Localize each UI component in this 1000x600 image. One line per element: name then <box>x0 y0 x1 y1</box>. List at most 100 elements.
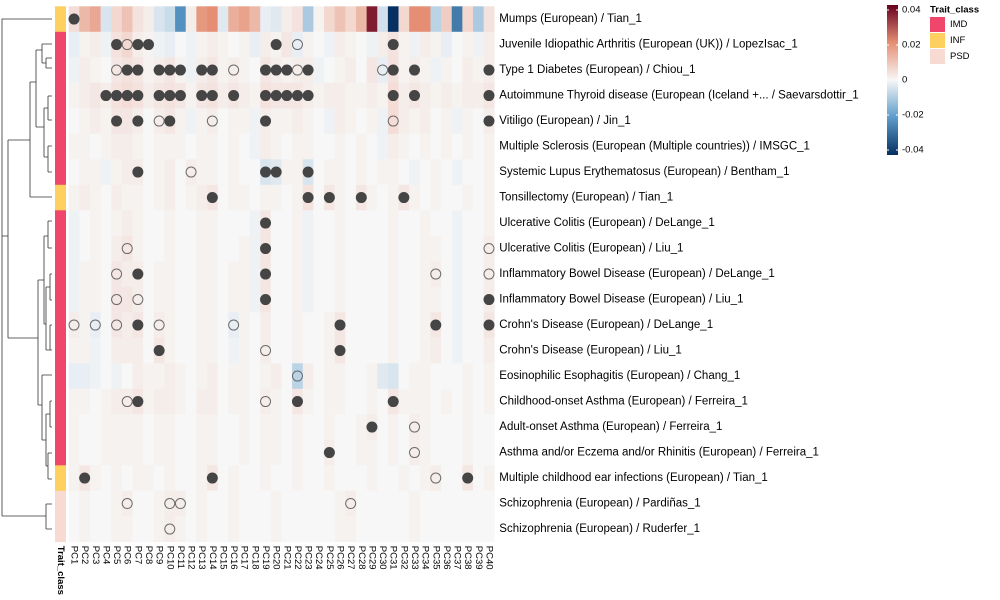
heatmap-cell <box>79 57 91 84</box>
heatmap-cell <box>175 261 187 288</box>
row-label: Asthma and/or Eczema and/or Rhinitis (Eu… <box>499 447 819 459</box>
heatmap-cell <box>462 312 474 339</box>
heatmap-cell <box>121 312 133 339</box>
open-marker <box>121 39 133 51</box>
heatmap-cell <box>143 516 155 543</box>
heatmap-cell <box>398 57 410 84</box>
heatmap-cell <box>366 516 378 543</box>
heatmap-cell <box>196 184 208 211</box>
heatmap-cell <box>302 337 314 364</box>
heatmap-cell <box>334 31 346 58</box>
heatmap-cell <box>196 210 208 237</box>
heatmap-cell <box>79 210 91 237</box>
filled-marker <box>483 115 495 127</box>
column-label: PC9 <box>154 546 165 564</box>
open-marker <box>153 319 165 331</box>
heatmap-cell <box>462 6 474 33</box>
heatmap-cell <box>185 261 197 288</box>
heatmap-cell <box>324 312 335 339</box>
heatmap-cell <box>164 31 176 58</box>
heatmap-cell <box>228 108 240 135</box>
filled-marker <box>196 90 208 102</box>
heatmap-cell <box>143 337 155 364</box>
open-marker <box>409 421 420 433</box>
trait-class-cell <box>55 516 66 543</box>
heatmap-cell <box>238 465 250 492</box>
heatmap-cell <box>121 490 133 517</box>
heatmap-cell <box>249 210 261 237</box>
heatmap-cell <box>324 108 335 135</box>
heatmap-cell <box>483 439 495 466</box>
open-marker <box>111 268 123 280</box>
trait-class-cell <box>55 133 66 160</box>
heatmap-cell <box>430 108 442 135</box>
heatmap-cell <box>334 516 346 543</box>
heatmap-cell <box>79 159 91 186</box>
heatmap-cell <box>111 133 123 160</box>
heatmap-cell <box>89 133 101 160</box>
open-marker <box>387 115 399 127</box>
heatmap-cell <box>313 159 325 186</box>
heatmap-cell <box>366 6 378 33</box>
column-label: PC18 <box>249 546 260 570</box>
heatmap-cell <box>387 286 399 313</box>
heatmap-cell <box>292 210 304 237</box>
column-label: PC1 <box>69 546 80 564</box>
filled-marker <box>206 90 218 102</box>
heatmap-cell <box>345 465 357 492</box>
heatmap-cell <box>441 235 453 262</box>
heatmap-cell <box>217 337 229 364</box>
heatmap-cell <box>483 6 495 33</box>
heatmap-cell <box>238 516 250 543</box>
heatmap-cell <box>175 465 187 492</box>
heatmap-cell <box>462 108 474 135</box>
open-marker <box>121 396 133 408</box>
heatmap-cell <box>377 235 389 262</box>
trait-class-cell <box>55 108 66 135</box>
heatmap-cell <box>175 414 187 441</box>
column-label: PC39 <box>473 546 484 570</box>
heatmap-cell <box>430 388 442 415</box>
heatmap-cell <box>68 516 80 543</box>
heatmap-cell <box>249 82 261 109</box>
heatmap-cell <box>153 133 165 160</box>
heatmap-cell <box>409 6 421 33</box>
column-label: PC17 <box>239 546 250 570</box>
heatmap-cell <box>451 439 463 466</box>
heatmap-cell <box>164 465 176 492</box>
trait-class-cell <box>55 31 66 58</box>
heatmap-cell <box>355 133 367 160</box>
filled-marker <box>153 64 165 76</box>
heatmap-cell <box>153 159 165 186</box>
heatmap-cell <box>68 388 80 415</box>
heatmap-cell <box>451 31 463 58</box>
heatmap-cell <box>430 210 442 237</box>
class-axis-label: Trait_class <box>55 546 66 595</box>
heatmap-cell <box>292 6 304 33</box>
column-label: PC20 <box>271 546 282 570</box>
open-marker <box>206 115 218 127</box>
filled-marker <box>409 64 420 76</box>
heatmap-cell <box>302 133 314 160</box>
trait-class-cell <box>55 57 66 84</box>
heatmap-cell <box>366 159 378 186</box>
heatmap-cell <box>483 337 495 364</box>
heatmap-cell <box>345 490 357 517</box>
heatmap-cell <box>345 82 357 109</box>
trait-class-cell <box>55 261 66 288</box>
heatmap-cell <box>164 184 176 211</box>
heatmap-cell <box>185 108 197 135</box>
open-marker <box>483 243 495 255</box>
heatmap-cell <box>366 82 378 109</box>
heatmap-cell <box>377 184 389 211</box>
heatmap-cell <box>164 388 176 415</box>
column-label: PC26 <box>335 546 346 570</box>
heatmap-cell <box>451 82 463 109</box>
heatmap-cell <box>100 337 112 364</box>
heatmap-cell <box>441 108 453 135</box>
heatmap-cell <box>366 490 378 517</box>
heatmap-cell <box>68 57 80 84</box>
heatmap-cell <box>153 6 165 33</box>
heatmap-cell <box>451 235 463 262</box>
heatmap-cell <box>132 6 144 33</box>
